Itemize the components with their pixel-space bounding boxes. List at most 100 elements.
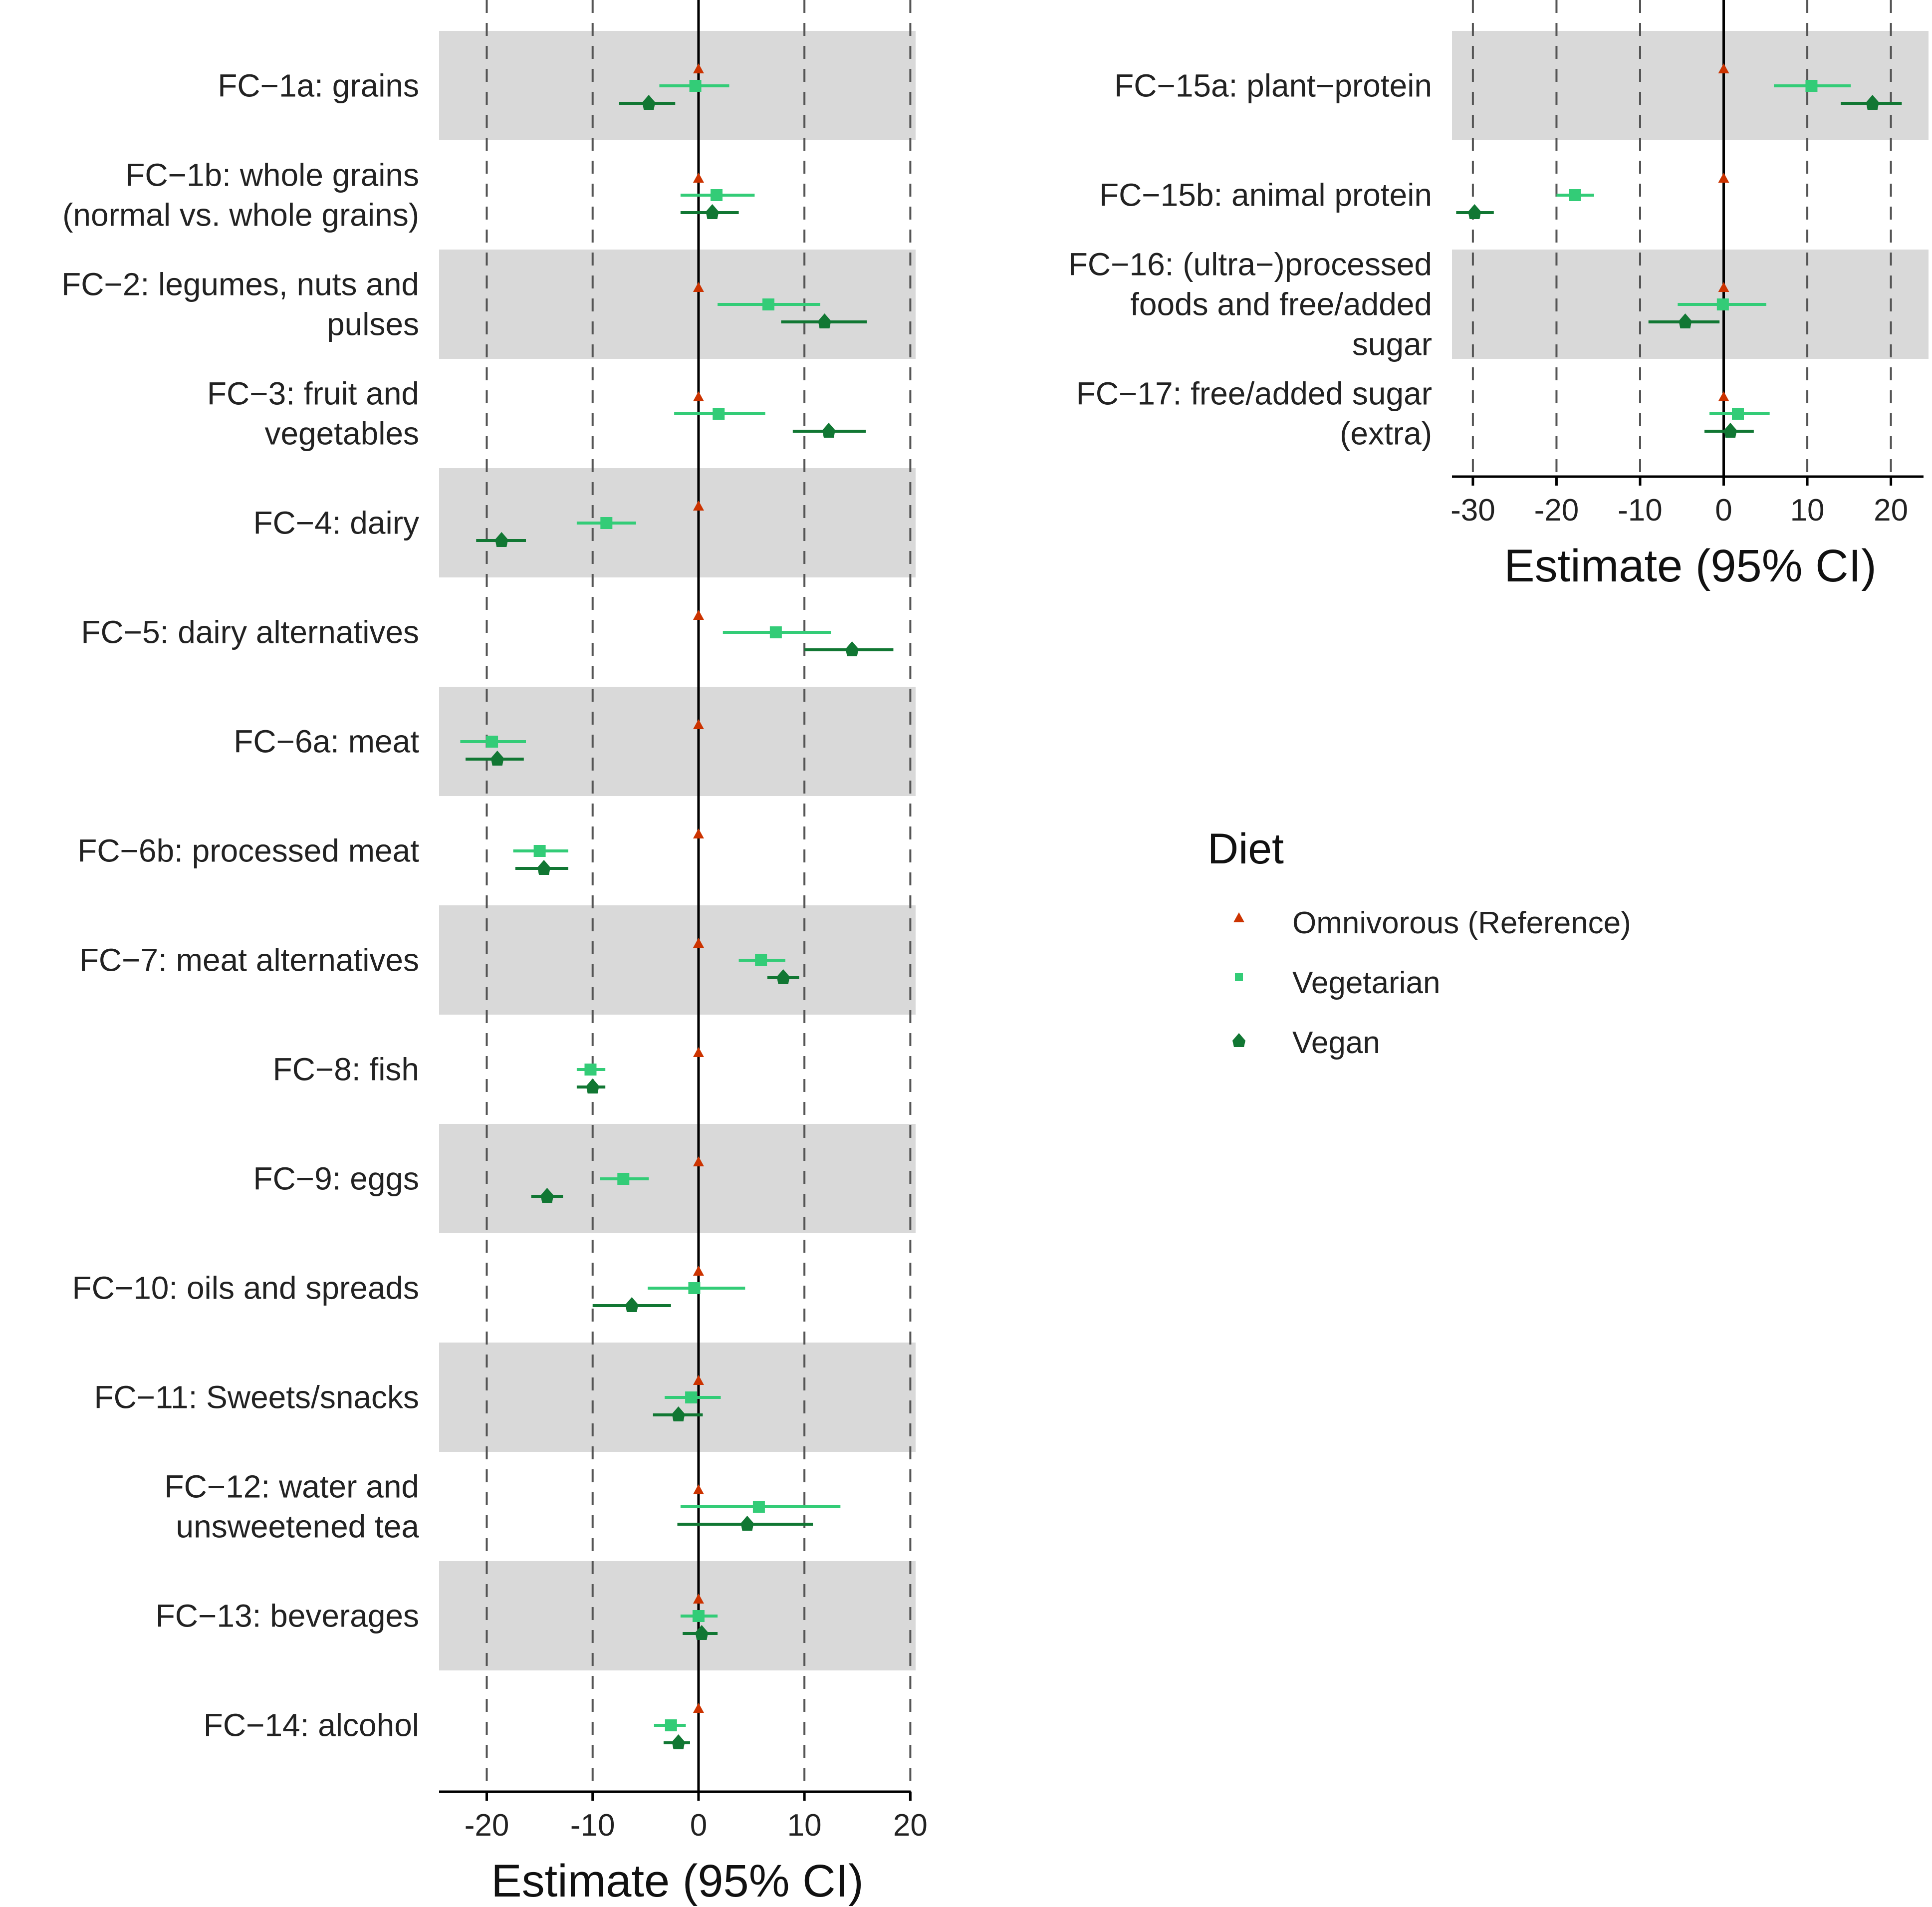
point-vegan: [1866, 95, 1879, 110]
x-tick-label: 10: [787, 1808, 822, 1843]
row-label-line: FC−13: beverages: [156, 1598, 419, 1634]
point-vegetarian: [1805, 80, 1818, 92]
point-vegan: [490, 751, 504, 766]
point-vegetarian: [762, 298, 775, 310]
legend-label-vegetarian: Vegetarian: [1292, 966, 1440, 1000]
marker-omnivorous: [693, 610, 704, 620]
point-vegetarian: [688, 1282, 701, 1294]
marker-omnivorous: [1718, 63, 1729, 73]
legend-key-vegan-marker: [1232, 1033, 1245, 1047]
row-label-line: FC−9: eggs: [253, 1161, 419, 1197]
x-axis-title: Estimate (95% CI): [491, 1856, 863, 1907]
panel-fc1-to-fc14: -20 -10 0 10 20 Estimate (95% CI) FC−1a: grain…: [61, 0, 928, 1907]
row-label-line: FC−17: free/added sugar: [1076, 376, 1432, 412]
point-vegan: [818, 313, 831, 328]
row-label-line: FC−3: fruit and: [207, 376, 419, 412]
row-label-line: FC−8: fish: [273, 1052, 419, 1088]
point-vegetarian: [486, 736, 498, 748]
row-label: FC−5: dairy alternatives: [81, 614, 419, 650]
row-label-line: FC−7: meat alternatives: [79, 942, 419, 978]
row-label-line: foods and free/added: [1130, 286, 1432, 322]
point-vegan: [672, 1406, 685, 1421]
marker-omnivorous: [693, 1703, 704, 1713]
marker-omnivorous: [693, 1594, 704, 1604]
point-vegetarian: [1716, 298, 1729, 310]
point-vegan: [740, 1516, 754, 1531]
marker-omnivorous: [693, 938, 704, 948]
point-vegan: [495, 532, 508, 547]
point-vegetarian: [711, 189, 723, 201]
x-tick-label: -10: [1618, 493, 1663, 528]
row-label-line: FC−15b: animal protein: [1099, 177, 1432, 213]
point-vegetarian: [1569, 189, 1581, 201]
row-label-line: unsweetened tea: [176, 1509, 420, 1545]
point-vegan: [537, 860, 551, 875]
row-label-line: FC−16: (ultra−)processed: [1068, 247, 1432, 282]
x-tick-label: -10: [570, 1808, 615, 1843]
x-tick-label: -20: [465, 1808, 509, 1843]
row-label: FC−13: beverages: [156, 1598, 419, 1634]
row-label: FC−15b: animal protein: [1099, 177, 1432, 213]
marker-omnivorous: [693, 1484, 704, 1494]
row-band-fc-2-legumes-nuts-and: [439, 250, 916, 359]
marker-omnivorous: [693, 501, 704, 511]
row-label-line: vegetables: [264, 416, 419, 452]
legend: Diet Omnivorous (Reference) Vegetarian V…: [1208, 825, 1631, 1060]
row-label-line: FC−2: legumes, nuts and: [61, 267, 419, 302]
point-vegan: [540, 1188, 554, 1203]
row-label: FC−10: oils and spreads: [72, 1270, 420, 1306]
row-label: FC−1b: whole grains (normal vs. whole gra…: [62, 157, 419, 233]
point-vegan: [586, 1079, 599, 1093]
row-label: FC−11: Sweets/snacks: [94, 1379, 419, 1415]
row-label-line: pulses: [327, 306, 419, 342]
x-tick-label: 20: [1874, 493, 1908, 528]
row-label-line: FC−5: dairy alternatives: [81, 614, 419, 650]
marker-omnivorous: [1718, 173, 1729, 183]
point-vegetarian: [689, 80, 702, 92]
row-label: FC−12: water and unsweetened tea: [165, 1469, 420, 1545]
row-label-line: FC−14: alcohol: [204, 1707, 419, 1743]
row-label-line: (extra): [1340, 416, 1432, 452]
point-vegetarian: [584, 1064, 597, 1076]
row-label-line: FC−6a: meat: [234, 724, 419, 760]
marker-omnivorous: [693, 391, 704, 401]
legend-label-vegan: Vegan: [1292, 1026, 1380, 1060]
marker-omnivorous: [1718, 282, 1729, 292]
row-label: FC−7: meat alternatives: [79, 942, 419, 978]
point-vegetarian: [752, 1501, 765, 1513]
row-label-line: FC−15a: plant−protein: [1114, 68, 1432, 104]
marker-omnivorous: [693, 1375, 704, 1385]
legend-label-omnivorous: Omnivorous (Reference): [1292, 906, 1631, 940]
marker-omnivorous: [693, 173, 704, 183]
row-label: FC−4: dairy: [253, 505, 419, 541]
point-vegetarian: [665, 1719, 677, 1731]
row-label-line: sugar: [1352, 326, 1432, 362]
point-vegetarian: [617, 1173, 630, 1185]
row-label-line: FC−11: Sweets/snacks: [94, 1379, 419, 1415]
row-label: FC−9: eggs: [253, 1161, 419, 1197]
marker-omnivorous: [693, 282, 704, 292]
x-tick-label: 10: [1790, 493, 1825, 528]
row-label-line: (normal vs. whole grains): [62, 197, 419, 233]
x-tick-label: -30: [1450, 493, 1495, 528]
row-label-line: FC−1b: whole grains: [125, 157, 419, 193]
row-label: FC−6b: processed meat: [77, 833, 419, 869]
marker-omnivorous: [693, 1156, 704, 1166]
row-label-line: FC−4: dairy: [253, 505, 419, 541]
row-label-line: FC−1a: grains: [218, 68, 419, 104]
x-tick-label: 0: [690, 1808, 707, 1843]
point-vegan: [706, 204, 719, 219]
point-vegan: [1679, 313, 1692, 328]
panel-fc15-to-fc17: -30 -20 -10 0 10 20 Estimate (95% CI) FC−15a: p…: [1068, 0, 1929, 591]
legend-key-vegetarian-square: [1235, 973, 1243, 981]
point-vegan: [642, 95, 656, 110]
row-label: FC−16: (ultra−)processed foods and free/a…: [1068, 247, 1432, 362]
point-vegan: [822, 423, 835, 438]
row-label: FC−3: fruit and vegetables: [207, 376, 419, 452]
point-vegan: [776, 969, 790, 984]
row-label: FC−8: fish: [273, 1052, 419, 1088]
point-vegetarian: [769, 626, 782, 638]
row-band-fc-15a-plant-protein: [1452, 31, 1929, 140]
row-label: FC−2: legumes, nuts and pulses: [61, 267, 419, 342]
point-vegan: [625, 1297, 639, 1312]
